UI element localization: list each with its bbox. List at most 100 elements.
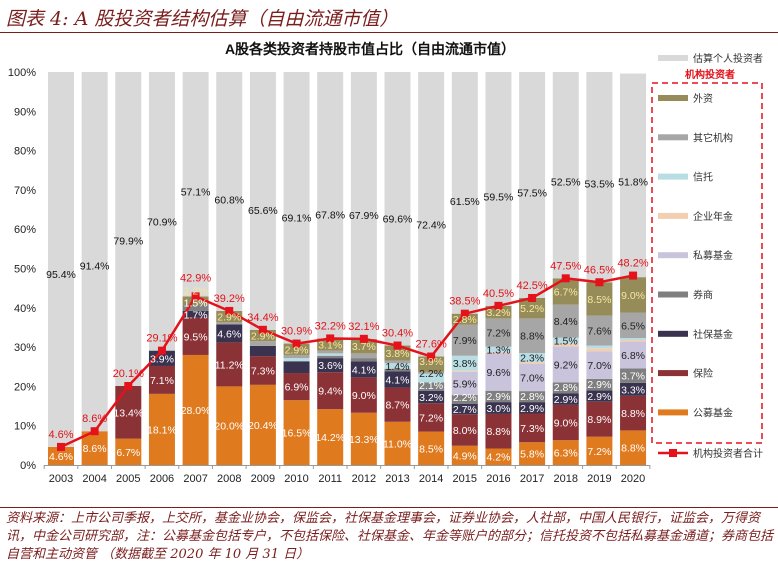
- total-label: 38.5%: [449, 296, 480, 308]
- bar-segment: [519, 391, 546, 403]
- figure-title: 图表 4: A 股投资者结构估算（自由流通市值）: [6, 8, 399, 30]
- segment-label: 79.9%: [113, 236, 143, 248]
- x-tick-label: 2005: [116, 473, 140, 485]
- bar-segment: [519, 442, 546, 465]
- x-tick-label: 2014: [419, 473, 443, 485]
- bar-segment: [451, 371, 478, 396]
- segment-label: 6.3%: [554, 448, 578, 460]
- bar-segment: [519, 402, 546, 414]
- segment-label: 4.2%: [486, 452, 510, 464]
- segment-label: 7.1%: [150, 375, 174, 387]
- segment-label: 3.1%: [318, 340, 342, 352]
- total-marker: [157, 346, 166, 355]
- legend-label: 外资: [693, 93, 713, 105]
- segment-label: 18.1%: [147, 424, 177, 436]
- bar-segment: [485, 72, 512, 306]
- segment-label: 6.9%: [285, 382, 309, 394]
- bar-segment: [485, 390, 512, 403]
- bar-segment: [384, 387, 411, 422]
- bar-segment: [249, 329, 276, 342]
- bar-segment: [519, 363, 546, 392]
- bar-segment: [283, 343, 310, 355]
- total-label: 27.6%: [416, 339, 447, 351]
- bar-segment: [48, 446, 74, 465]
- bar-segment: [485, 318, 512, 347]
- bar-segment: [552, 343, 579, 347]
- bar-segment: [620, 430, 647, 465]
- bar-segment: [485, 351, 512, 353]
- total-marker: [90, 427, 99, 436]
- segment-label: 16.5%: [282, 428, 312, 440]
- source-divider: [0, 507, 778, 508]
- bar-segment: [148, 365, 175, 394]
- segment-label: 14.2%: [315, 432, 345, 444]
- legend-label: 企业年金: [693, 210, 733, 223]
- bar-segment: [552, 393, 579, 405]
- total-label: 30.4%: [382, 328, 413, 340]
- segment-label: 4.9%: [453, 450, 477, 462]
- total-label: 29.1%: [146, 333, 177, 345]
- total-marker: [595, 278, 604, 287]
- bar-segment: [586, 401, 613, 437]
- legend-swatch: [658, 370, 688, 377]
- bar-segment: [451, 445, 478, 465]
- stacked-bar-chart: A股各类投资者持股市值占比（自由流通市值） 0% 10% 20% 30% 40% 50% 60…: [8, 41, 763, 485]
- segment-label: 2.1%: [419, 380, 443, 392]
- legend-line-marker: [669, 449, 677, 457]
- total-marker: [124, 382, 133, 391]
- segment-label: 9.0%: [352, 390, 376, 402]
- bar-segment: [384, 72, 411, 346]
- segment-label: 13.4%: [113, 407, 143, 419]
- bar-segment: [350, 338, 377, 354]
- segment-label: 20.4%: [248, 420, 278, 432]
- bar-segment: [586, 390, 613, 402]
- segment-label: 7.2%: [587, 446, 611, 458]
- bar-segment: [418, 373, 445, 383]
- legend-label: 信托: [693, 171, 713, 184]
- segment-label: 11.0%: [383, 438, 412, 450]
- segment-label: 6.7%: [116, 447, 140, 459]
- segment-label: 4.6%: [217, 328, 241, 340]
- segment-label: 9.4%: [318, 386, 342, 398]
- segment-label: 20.0%: [214, 421, 244, 433]
- segment-label: 9.5%: [184, 331, 208, 343]
- segment-label: 3.3%: [621, 384, 645, 396]
- legend-swatch: [658, 291, 688, 298]
- bar-segment: [451, 403, 478, 415]
- segment-label: 6.7%: [554, 286, 578, 298]
- bar-segment: [620, 368, 647, 383]
- bar-segment: [552, 72, 579, 279]
- segment-label: 57.1%: [181, 186, 211, 198]
- segment-label: 3.6%: [318, 360, 342, 372]
- total-marker: [494, 301, 503, 310]
- x-tick-label: 2017: [520, 473, 544, 485]
- legend-label: 社保基金: [693, 328, 733, 341]
- segment-label: 2.8%: [554, 382, 578, 394]
- segment-label: 2.9%: [520, 403, 544, 415]
- segment-label: 8.0%: [453, 425, 477, 437]
- segment-label: 1.5%: [554, 336, 578, 348]
- bar-segment: [216, 342, 243, 387]
- bar-segment: [317, 355, 344, 359]
- chart-title: A股各类投资者持股市值占比（自由流通市值）: [225, 41, 515, 57]
- bar-segment: [81, 72, 108, 432]
- bar-segment: [519, 362, 546, 364]
- segment-label: 2.2%: [184, 285, 208, 297]
- legend-swatch: [658, 252, 688, 259]
- x-tick-label: 2008: [217, 473, 241, 485]
- segment-label: 3.9%: [419, 356, 443, 368]
- segment-label: 9.2%: [554, 359, 578, 371]
- bar-segment: [552, 382, 579, 394]
- segment-label: 95.4%: [46, 269, 76, 281]
- segment-label: 11.2%: [215, 359, 244, 371]
- y-tick-label: 10%: [14, 421, 36, 433]
- segment-label: 2.7%: [453, 404, 477, 416]
- segment-label: 3.0%: [486, 403, 510, 415]
- segment-label: 13.3%: [349, 434, 379, 446]
- bar-segment: [519, 352, 546, 363]
- segment-label: 91.4%: [80, 261, 110, 273]
- bar-segment: [451, 313, 478, 325]
- total-label: 30.9%: [281, 326, 312, 338]
- x-tick-label: 2003: [49, 473, 73, 485]
- legend-label: 保险: [693, 367, 713, 380]
